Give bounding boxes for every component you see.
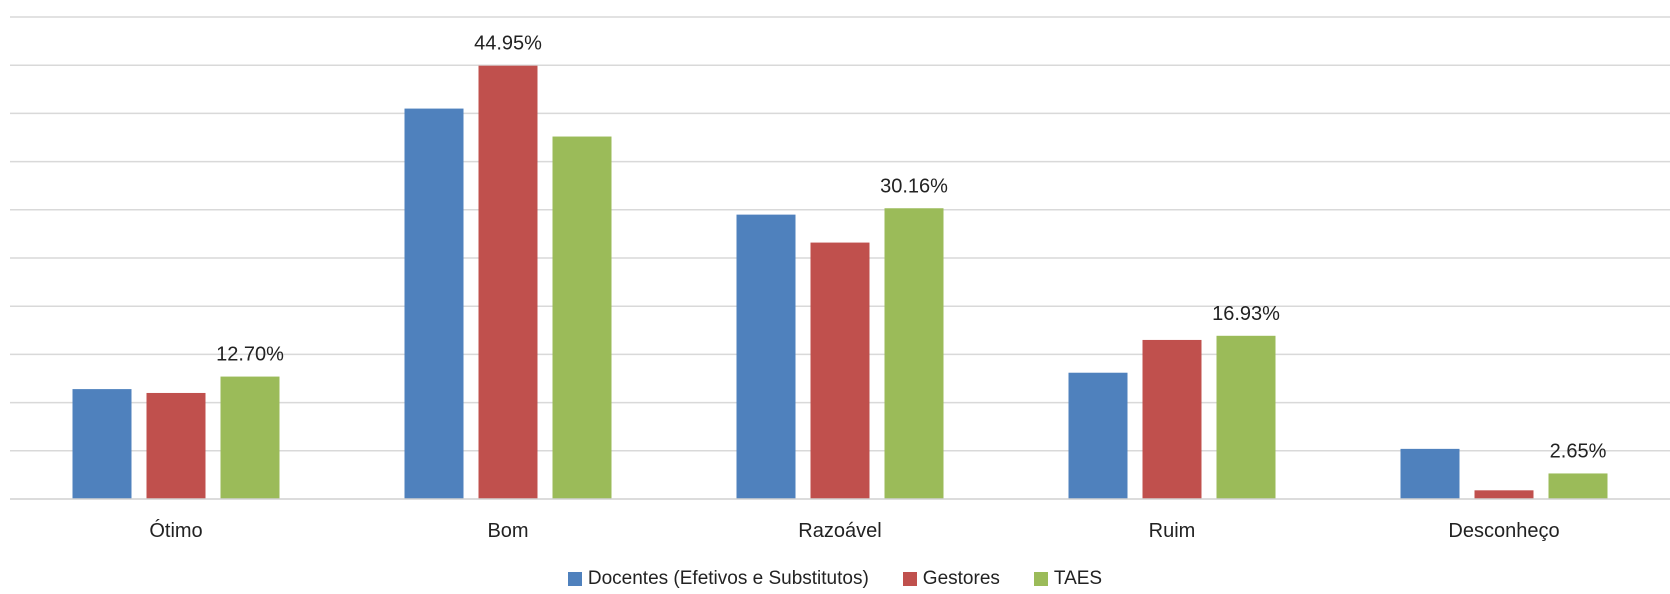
- x-tick-label-ruim: Ruim: [1149, 520, 1196, 542]
- legend-label: Gestores: [922, 568, 1000, 589]
- bar-taes-razoavel: [884, 208, 944, 499]
- bar-docentes-efetivos-e-substitutos-bom: [404, 108, 464, 499]
- data-label-gestores-bom: 44.95%: [474, 33, 542, 55]
- x-tick-label-desconheco: Desconheço: [1448, 520, 1559, 542]
- legend-item-docentes-efetivos-e-substitutos: Docentes (Efetivos e Substitutos): [567, 568, 869, 590]
- legend-item-taes: TAES: [1033, 568, 1103, 590]
- legend: Docentes (Efetivos e Substitutos) Gestore…: [0, 568, 1670, 590]
- x-tick-label-bom: Bom: [487, 520, 528, 542]
- bar-chart: 12.70% 44.95% 30.16% 16.93% 2.65% Ótimo Bom Ra…: [10, 16, 1670, 542]
- bar-docentes-efetivos-e-substitutos-ruim: [1068, 372, 1128, 499]
- bar-docentes-efetivos-e-substitutos-razoavel: [736, 214, 796, 499]
- legend-label: Docentes (Efetivos e Substitutos): [587, 568, 869, 589]
- bar-taes-bom: [552, 136, 612, 499]
- x-axis-tick-labels: Ótimo Bom Razoável Ruim Desconheço: [149, 519, 1559, 542]
- legend-item-gestores: Gestores: [902, 568, 1000, 590]
- x-tick-label-razoavel: Razoável: [798, 520, 881, 542]
- bar-gestores-bom: [478, 65, 538, 499]
- bar-taes-desconheco: [1548, 473, 1608, 499]
- data-labels: 12.70% 44.95% 30.16% 16.93% 2.65%: [216, 33, 1606, 463]
- bar-docentes-efetivos-e-substitutos-desconheco: [1400, 448, 1460, 499]
- bar-taes-ruim: [1216, 335, 1276, 499]
- data-label-taes-otimo: 12.70%: [216, 344, 284, 366]
- data-label-taes-razoavel: 30.16%: [880, 175, 948, 197]
- bars: [72, 65, 1608, 500]
- legend-swatch: [567, 572, 582, 586]
- x-tick-label-otimo: Ótimo: [149, 519, 202, 542]
- bar-gestores-otimo: [146, 392, 206, 499]
- legend-label: TAES: [1053, 568, 1103, 589]
- legend-swatch: [1033, 572, 1048, 586]
- bar-taes-otimo: [220, 376, 280, 499]
- bar-gestores-ruim: [1142, 339, 1202, 499]
- bar-gestores-razoavel: [810, 242, 870, 500]
- data-label-taes-ruim: 16.93%: [1212, 303, 1280, 325]
- bar-gestores-desconheco: [1474, 490, 1534, 499]
- data-label-taes-desconheco: 2.65%: [1550, 440, 1607, 462]
- bar-docentes-efetivos-e-substitutos-otimo: [72, 389, 132, 499]
- legend-swatch: [902, 572, 917, 586]
